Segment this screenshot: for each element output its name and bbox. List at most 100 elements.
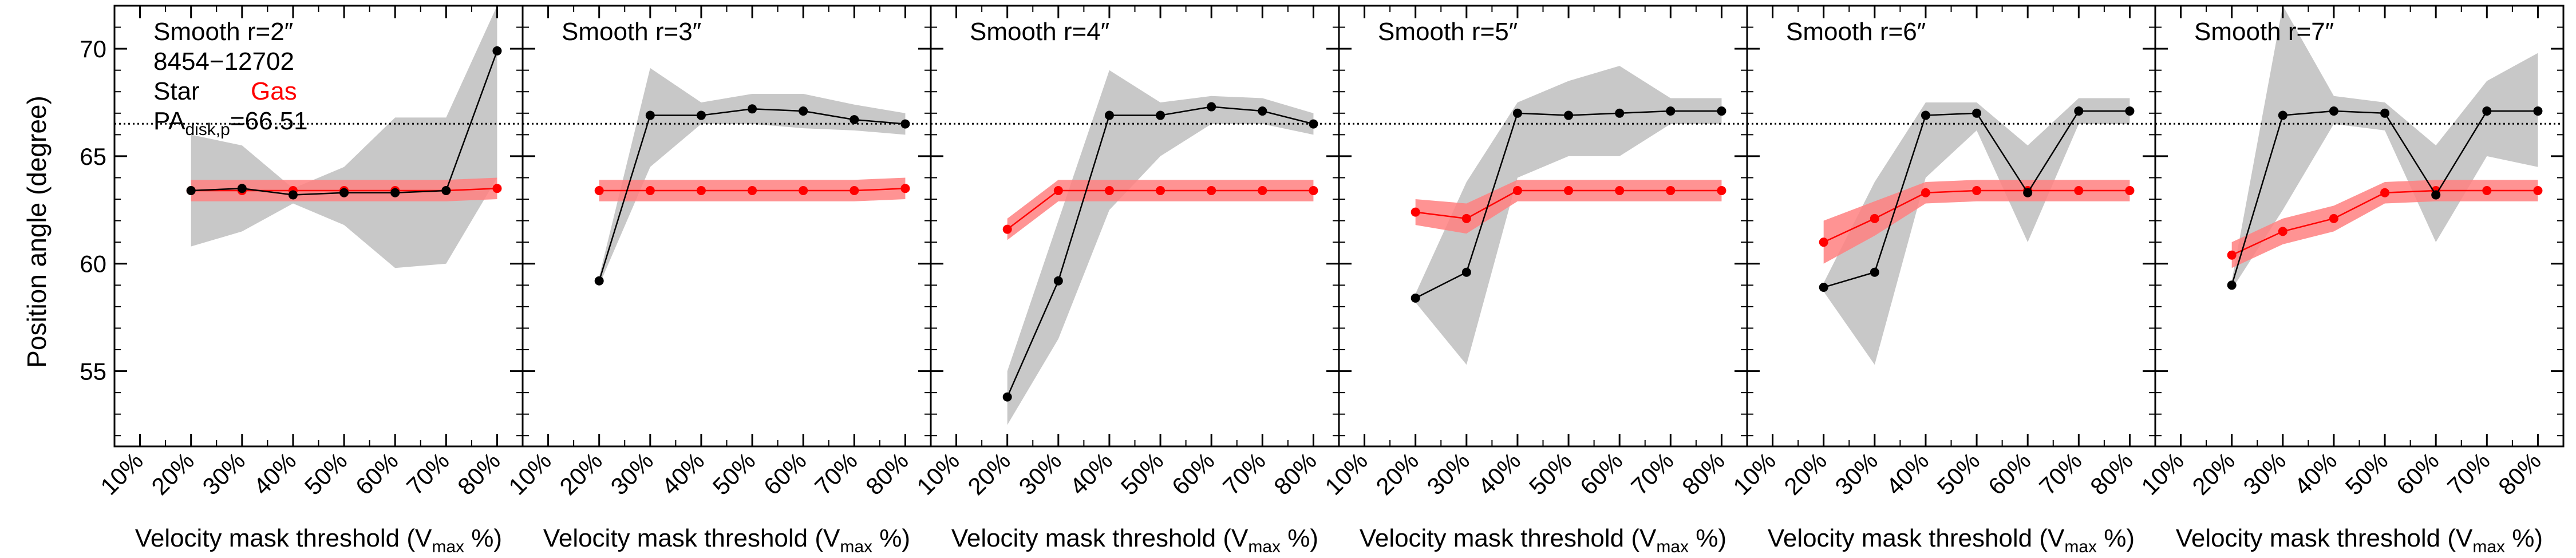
- x-tick-label: 50%: [2340, 447, 2393, 500]
- x-axis-label: Velocity mask threshold (Vmax %): [1768, 524, 2135, 556]
- star-data-point: [696, 110, 706, 120]
- star-error-band: [2231, 6, 2538, 290]
- plot-area: [114, 6, 523, 268]
- star-data-point: [390, 188, 400, 197]
- panel-title: Smooth r=6″: [1786, 18, 1926, 46]
- x-tick-label: 80%: [1269, 447, 1322, 500]
- x-axis-label: Velocity mask threshold (Vmax %): [135, 524, 502, 556]
- x-axis-label: Velocity mask threshold (Vmax %): [1360, 524, 1726, 556]
- plot-frame: [1746, 5, 2156, 448]
- plot-frame: [930, 5, 1340, 448]
- x-tick-label: 80%: [2085, 447, 2138, 500]
- x-tick-label: 40%: [657, 447, 710, 500]
- gas-data-point: [1819, 238, 1828, 247]
- x-tick-label: 20%: [962, 447, 1016, 500]
- x-tick-label: 50%: [299, 447, 353, 500]
- x-tick-label: 10%: [1319, 447, 1373, 500]
- gas-data-point: [492, 184, 502, 193]
- star-data-point: [1258, 106, 1267, 116]
- gas-data-point: [645, 186, 655, 196]
- gas-data-point: [799, 186, 808, 196]
- panel-title: Smooth r=7″: [2194, 18, 2334, 46]
- star-data-point: [237, 184, 247, 193]
- x-tick-label: 70%: [809, 447, 863, 500]
- gas-data-point: [1104, 186, 1114, 196]
- star-data-point: [2125, 106, 2135, 116]
- star-error-band: [1823, 98, 2130, 365]
- star-data-point: [492, 46, 502, 56]
- gas-data-point: [2125, 186, 2135, 196]
- star-data-point: [645, 110, 655, 120]
- x-tick-label: 40%: [1065, 447, 1118, 500]
- plot-area: [2155, 6, 2563, 290]
- gas-data-point: [1207, 186, 1216, 196]
- legend-gas-label: Gas: [251, 77, 297, 105]
- x-tick-label: 20%: [1370, 447, 1424, 500]
- gas-data-point: [696, 186, 706, 196]
- star-data-point: [1972, 108, 1982, 118]
- plot-area: [931, 70, 1339, 425]
- x-tick-label: 20%: [146, 447, 199, 500]
- x-tick-label: 70%: [2442, 447, 2495, 500]
- star-data-point: [1564, 110, 1574, 120]
- star-data-point: [2431, 190, 2441, 200]
- x-tick-label: 30%: [1422, 447, 1475, 500]
- plot-area: [523, 68, 931, 286]
- x-tick-label: 20%: [1779, 447, 1832, 500]
- star-data-point: [1002, 392, 1012, 402]
- x-tick-label: 50%: [708, 447, 761, 500]
- x-tick-label: 30%: [1830, 447, 1883, 500]
- gas-data-point: [1564, 186, 1574, 196]
- star-data-point: [186, 186, 196, 196]
- star-data-point: [1309, 119, 1318, 129]
- star-data-point: [748, 104, 757, 114]
- x-tick-label: 30%: [1014, 447, 1067, 500]
- star-data-point: [1207, 102, 1216, 112]
- plot-area: [1747, 98, 2155, 365]
- gas-data-point: [1411, 207, 1420, 217]
- gas-data-point: [2278, 227, 2287, 236]
- gas-error-band: [1823, 180, 2130, 264]
- gas-data-point: [1972, 186, 1982, 196]
- gas-data-point: [1615, 186, 1625, 196]
- star-data-point: [339, 188, 349, 197]
- x-tick-label: 10%: [95, 447, 148, 500]
- pa-disk-label: PAdisk,p=66.51: [153, 107, 308, 139]
- panel-title: Smooth r=4″: [970, 18, 1109, 46]
- star-data-point: [2380, 108, 2390, 118]
- x-tick-label: 40%: [248, 447, 302, 500]
- gas-data-point: [1156, 186, 1165, 196]
- x-tick-label: 80%: [860, 447, 914, 500]
- gas-error-band: [2231, 180, 2538, 268]
- x-tick-label: 60%: [1575, 447, 1628, 500]
- star-error-band: [1007, 70, 1314, 425]
- y-axis-label: Position angle (degree): [22, 96, 52, 368]
- star-data-point: [441, 186, 451, 196]
- star-data-point: [1666, 106, 1676, 116]
- star-data-point: [1717, 106, 1726, 116]
- x-tick-label: 30%: [606, 447, 659, 500]
- gas-data-point: [2482, 186, 2492, 196]
- gas-data-point: [594, 186, 604, 196]
- gas-data-point: [1921, 188, 1930, 197]
- x-axis-label: Velocity mask threshold (Vmax %): [543, 524, 910, 556]
- x-axis-label: Velocity mask threshold (Vmax %): [951, 524, 1318, 556]
- y-tick-label: 60: [80, 251, 106, 278]
- chart-panel-5: 10%20%30%40%50%60%70%80% Velocity mask th…: [1728, 5, 2156, 556]
- star-data-point: [1156, 110, 1165, 120]
- x-tick-label: 80%: [2493, 447, 2546, 500]
- x-tick-label: 70%: [1626, 447, 1679, 500]
- star-data-point: [2227, 280, 2237, 290]
- panel-title: Smooth r=3″: [562, 18, 701, 46]
- x-tick-label: 70%: [401, 447, 455, 500]
- x-tick-label: 60%: [758, 447, 812, 500]
- star-data-point: [900, 119, 910, 129]
- gas-data-point: [1717, 186, 1726, 196]
- gas-data-point: [2380, 188, 2390, 197]
- x-tick-label: 40%: [1881, 447, 1934, 500]
- gas-data-point: [1002, 224, 1012, 234]
- legend-star-label: Star: [153, 77, 200, 105]
- gas-data-point: [2074, 186, 2084, 196]
- gas-data-point: [1666, 186, 1676, 196]
- star-data-point: [1819, 283, 1828, 292]
